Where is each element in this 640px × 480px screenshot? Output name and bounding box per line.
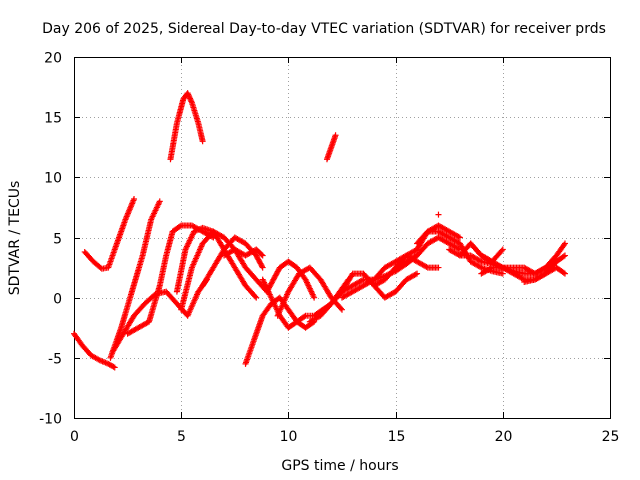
data-point [253, 294, 260, 301]
data-point [561, 241, 568, 248]
data-point [423, 229, 430, 236]
grid-layer [74, 57, 610, 418]
data-point [435, 264, 442, 271]
data-point [185, 92, 192, 99]
data-point [258, 263, 265, 270]
data-point [252, 293, 259, 300]
series-arc-10 [221, 246, 266, 259]
data-point [477, 257, 484, 264]
data-point [188, 98, 195, 105]
series-arc-3 [107, 198, 163, 361]
data-point [435, 211, 442, 218]
data-point [414, 270, 421, 277]
series-arc-2 [81, 195, 138, 272]
data-point [186, 94, 193, 101]
x-tick-label: 25 [602, 429, 620, 445]
y-tick-label: 10 [44, 171, 62, 187]
data-point [359, 277, 366, 284]
data-point [258, 251, 265, 258]
data-point [561, 252, 568, 259]
y-tick-label: 0 [53, 292, 62, 308]
data-point [185, 91, 192, 98]
series-arc-4 [109, 276, 210, 355]
series-arc-20 [392, 234, 463, 271]
series-arc-11 [242, 294, 318, 367]
data-point [187, 95, 194, 102]
data-point [561, 240, 568, 247]
data-point [184, 90, 191, 97]
data-point [499, 246, 506, 253]
data-point [337, 305, 344, 312]
series-arc-1 [71, 330, 118, 371]
series-arc-14 [274, 264, 345, 319]
series-arc-9 [199, 234, 266, 289]
data-point [259, 264, 266, 271]
data-point [339, 306, 345, 313]
data-point [499, 270, 506, 277]
data-point [332, 132, 339, 139]
x-tick-label: 10 [280, 429, 298, 445]
y-tick-label: 15 [44, 111, 62, 127]
data-point [477, 263, 484, 270]
y-tick-label: -5 [48, 352, 62, 368]
y-tick-label: -10 [39, 412, 62, 428]
data-point [560, 253, 567, 260]
data-point [199, 138, 206, 145]
x-tick-label: 5 [177, 429, 186, 445]
data-point [456, 234, 463, 241]
plot-frame [74, 57, 611, 419]
x-tick-label: 20 [495, 429, 513, 445]
series-isolated [435, 211, 442, 218]
y-tick-label: 5 [53, 232, 62, 248]
series-arc-15 [323, 132, 339, 163]
x-axis-label: GPS time / hours [281, 458, 398, 474]
data-point [412, 271, 419, 278]
chart-title: Day 206 of 2025, Sidereal Day-to-day VTE… [42, 21, 606, 37]
x-tick-label: 0 [70, 429, 79, 445]
data-point [176, 223, 183, 230]
series-arc-25 [456, 240, 506, 265]
data-point [111, 364, 118, 371]
data-layer [71, 90, 568, 371]
y-tick-label: 20 [44, 51, 62, 67]
data-point [131, 195, 138, 202]
data-point [259, 252, 266, 259]
y-axis-label: SDTVAR / TECUs [7, 181, 23, 296]
series-arc-6 [167, 90, 206, 163]
series-arc-26 [521, 264, 568, 286]
axis-layer: 0 5 10 15 20 25 -10 -5 0 5 10 15 20 [39, 51, 619, 446]
data-point [455, 233, 462, 240]
data-point [561, 270, 568, 277]
x-tick-label: 15 [388, 429, 406, 445]
data-point [487, 265, 494, 272]
data-point [156, 198, 163, 205]
data-point [301, 313, 308, 320]
data-point [423, 263, 430, 270]
series-arc-5 [124, 222, 217, 337]
data-point [187, 96, 194, 103]
data-point [110, 363, 117, 370]
data-point [560, 269, 567, 276]
data-point [311, 294, 318, 301]
data-point [519, 275, 526, 282]
data-point [498, 247, 505, 254]
series-arc-17 [328, 270, 421, 307]
